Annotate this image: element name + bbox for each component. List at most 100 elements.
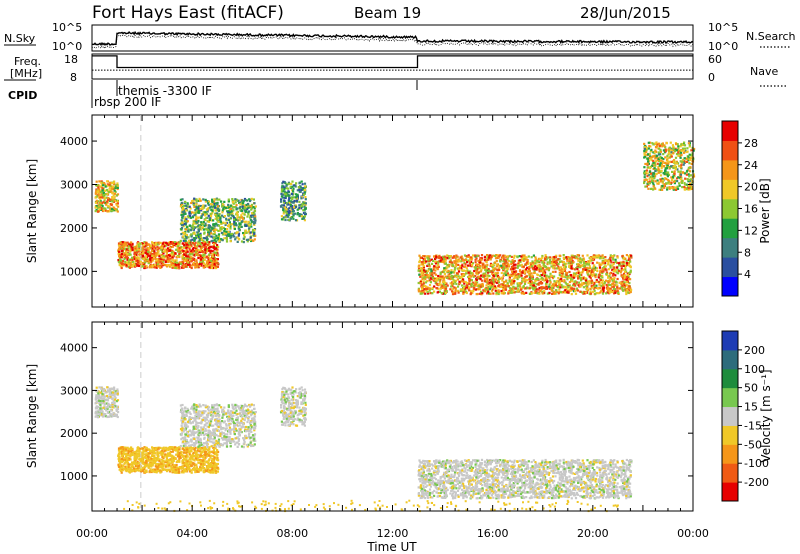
power-cell [657, 168, 660, 171]
power-cell [209, 245, 212, 248]
power-cell [195, 205, 198, 208]
power-cell [646, 157, 649, 160]
power-cell [560, 284, 563, 287]
power-cell [579, 271, 582, 274]
power-cell [572, 290, 575, 293]
power-cell [542, 272, 546, 275]
power-cell [577, 265, 580, 268]
power-cell [660, 166, 663, 169]
power-cell [595, 279, 598, 282]
power-cell [648, 180, 651, 183]
power-cell [155, 266, 158, 269]
power-cell [584, 277, 587, 280]
power-cell [569, 274, 572, 277]
power-cell [677, 154, 680, 157]
power-cell [601, 270, 604, 273]
power-cell [598, 262, 601, 265]
power-cell [184, 250, 187, 253]
power-cell [497, 289, 500, 292]
power-cell [174, 262, 177, 265]
power-cell [683, 185, 686, 189]
power-cell [467, 255, 470, 258]
power-cell [202, 204, 205, 207]
power-cell [233, 218, 236, 221]
power-cell [297, 186, 300, 189]
power-cell [104, 207, 107, 210]
power-cell [483, 266, 486, 269]
power-cell [493, 280, 497, 283]
power-cell [672, 188, 675, 191]
power-cell [512, 285, 515, 288]
power-cell [233, 225, 236, 228]
power-cell [130, 263, 133, 266]
power-cell [161, 256, 164, 259]
power-cell [666, 173, 669, 176]
power-cell [657, 182, 660, 185]
power-cell [296, 213, 299, 216]
power-cell [243, 209, 246, 212]
power-cell [175, 248, 178, 251]
power-cell [280, 200, 283, 203]
power-cell [113, 209, 116, 212]
power-cell [601, 279, 605, 282]
power-cell [238, 201, 241, 204]
power-cell [302, 188, 305, 191]
power-cell [196, 234, 200, 237]
power-cell [484, 290, 487, 293]
power-cell [645, 171, 648, 174]
power-cell [165, 254, 168, 257]
power-cell [591, 290, 594, 293]
power-cell [670, 181, 673, 184]
power-cell [117, 242, 121, 245]
power-cell [207, 231, 210, 234]
power-cell [549, 281, 552, 284]
power-cell [288, 182, 291, 185]
power-cell [573, 281, 576, 284]
power-cell [204, 249, 207, 252]
power-cell [686, 178, 689, 181]
power-cell [208, 235, 211, 238]
power-cell [554, 284, 557, 287]
power-cell [667, 173, 671, 176]
power-cell [212, 226, 215, 229]
power-cell [453, 280, 456, 283]
power-cell [678, 184, 681, 187]
power-cell [143, 248, 146, 251]
power-cell [558, 290, 561, 294]
power-cell [664, 167, 667, 170]
power-cell [162, 263, 165, 266]
power-cell [653, 167, 656, 170]
power-cell [553, 260, 556, 263]
power-cell [197, 248, 200, 251]
power-cell [558, 257, 561, 260]
power-cell [217, 205, 220, 208]
power-cell [593, 285, 596, 288]
power-cell [421, 272, 424, 275]
power-cell [522, 277, 525, 280]
power-cell [248, 198, 251, 201]
power-cell [486, 280, 489, 283]
power-cell [202, 198, 205, 201]
power-cell [94, 210, 97, 213]
power-cell [508, 259, 511, 263]
power-cell [668, 186, 671, 189]
power-cell [154, 260, 157, 263]
power-cell [209, 257, 212, 261]
power-cell [215, 234, 218, 237]
power-cell [455, 274, 458, 277]
power-cell [586, 268, 589, 271]
power-cell [650, 172, 653, 175]
power-cell [191, 248, 195, 251]
power-cell [458, 260, 461, 263]
power-cell [429, 292, 432, 295]
power-cell [240, 214, 243, 217]
power-cell [443, 255, 446, 258]
power-cell [136, 264, 139, 267]
power-cell [199, 207, 202, 211]
power-cell [97, 206, 100, 209]
power-cell [173, 241, 177, 244]
power-cell [628, 289, 631, 292]
power-cell [491, 263, 494, 266]
power-cell [285, 184, 288, 187]
power-cell [422, 266, 425, 269]
